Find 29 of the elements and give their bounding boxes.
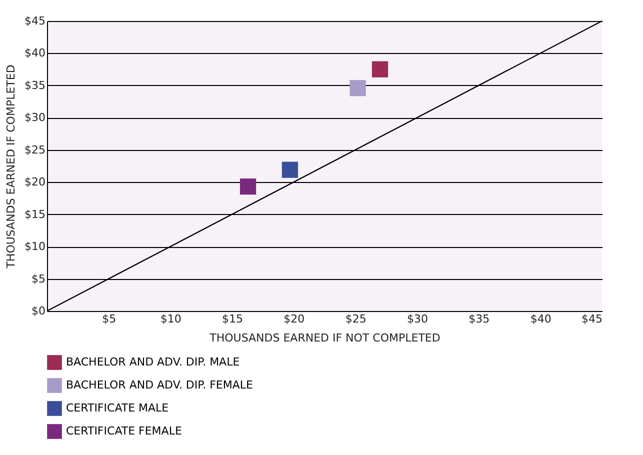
x-tick-label: $40 (530, 312, 552, 326)
y-tick-label: $0 (32, 304, 46, 318)
y-tick-label: $20 (24, 176, 46, 189)
point (372, 61, 388, 78)
y-tick-label: $5 (32, 272, 46, 286)
legend-label: BACHELOR AND ADV. DIP. MALE (66, 356, 240, 368)
point (282, 162, 298, 178)
x-axis-title: THOUSANDS EARNED IF NOT COMPLETED (208, 332, 440, 344)
x-tick-label: $35 (468, 312, 490, 326)
y-tick-label: $30 (24, 111, 46, 124)
x-tick-label: $15 (222, 312, 243, 326)
legend-label: CERTIFICATE FEMALE (66, 424, 182, 438)
point (240, 178, 256, 195)
x-tick-label: $20 (284, 312, 305, 326)
legend-label: BACHELOR AND ADV. DIP. FEMALE (66, 378, 253, 392)
x-tick-label: $25 (345, 312, 366, 326)
y-tick-label: $10 (24, 240, 46, 254)
y-axis-title: THOUSANDS EARNED IF COMPLETED (4, 64, 18, 270)
y-tick-label: $40 (24, 46, 46, 60)
legend-label: CERTIFICATE MALE (66, 402, 169, 414)
x-tick-label: $5 (102, 312, 116, 326)
point (350, 80, 366, 96)
y-tick-label: $25 (24, 143, 46, 156)
y-tick-label: $15 (24, 208, 46, 221)
y-tick-label: $35 (24, 78, 46, 92)
y-tick-label: $45 (24, 14, 46, 28)
x-tick-label: $45 (582, 312, 602, 326)
x-tick-label: $30 (407, 312, 428, 326)
x-tick-label: $10 (160, 312, 182, 326)
